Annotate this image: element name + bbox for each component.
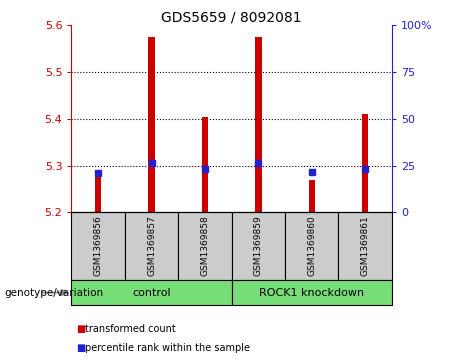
Bar xyxy=(125,212,178,280)
Bar xyxy=(285,212,338,280)
Text: ROCK1 knockdown: ROCK1 knockdown xyxy=(259,287,364,298)
Bar xyxy=(202,117,208,212)
Bar xyxy=(231,280,392,305)
Bar xyxy=(148,37,155,212)
Text: ■: ■ xyxy=(76,323,85,334)
Bar xyxy=(71,212,125,280)
Bar xyxy=(255,37,261,212)
Text: ■: ■ xyxy=(76,343,85,354)
Bar xyxy=(231,212,285,280)
Bar xyxy=(338,212,392,280)
Bar xyxy=(95,173,101,212)
Text: GSM1369861: GSM1369861 xyxy=(361,216,370,276)
Bar xyxy=(308,180,315,212)
Bar xyxy=(178,212,231,280)
Text: percentile rank within the sample: percentile rank within the sample xyxy=(85,343,250,354)
Text: genotype/variation: genotype/variation xyxy=(5,287,104,298)
Text: control: control xyxy=(132,287,171,298)
Title: GDS5659 / 8092081: GDS5659 / 8092081 xyxy=(161,10,302,24)
Text: GSM1369860: GSM1369860 xyxy=(307,216,316,276)
Bar xyxy=(71,280,231,305)
Text: GSM1369857: GSM1369857 xyxy=(147,216,156,276)
Text: transformed count: transformed count xyxy=(85,323,176,334)
Text: GSM1369859: GSM1369859 xyxy=(254,216,263,276)
Bar xyxy=(362,114,368,212)
Text: GSM1369858: GSM1369858 xyxy=(201,216,209,276)
Text: GSM1369856: GSM1369856 xyxy=(94,216,103,276)
